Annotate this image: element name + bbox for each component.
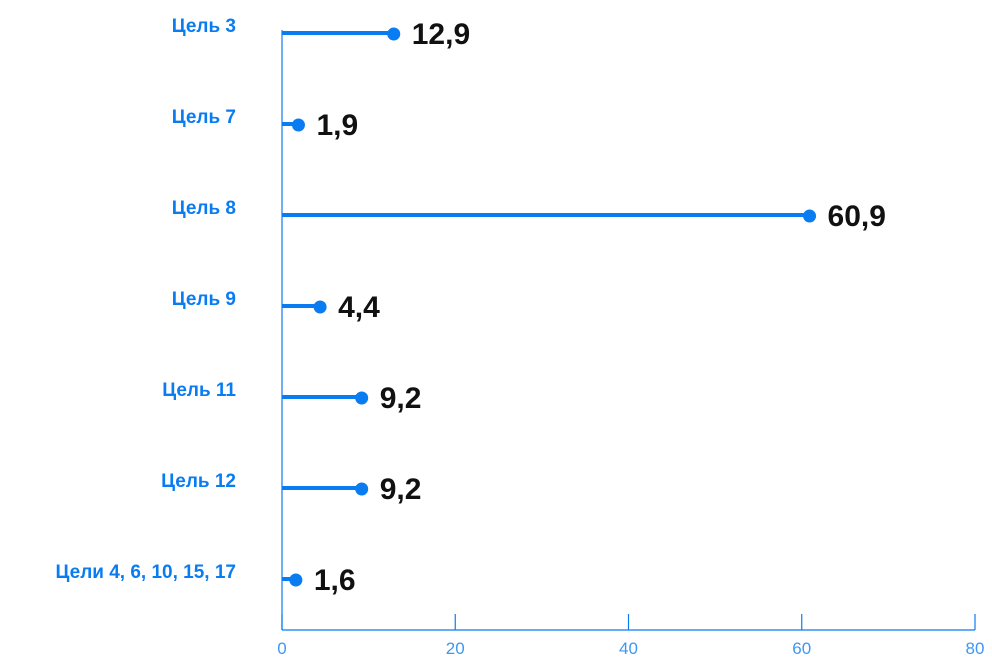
category-label: Цель 3 — [172, 16, 236, 37]
value-label: 9,2 — [380, 382, 422, 415]
x-tick-label: 20 — [446, 639, 465, 657]
value-label: 12,9 — [412, 18, 470, 51]
lollipop-dot — [289, 573, 303, 587]
x-tick-label: 60 — [792, 639, 811, 657]
lollipop-dots — [289, 27, 817, 587]
x-tick-label: 40 — [619, 639, 638, 657]
category-labels: Цель 3 Цель 7 Цель 8 Цель 9 Цель 11 Цель 12 Це… — [56, 16, 237, 583]
value-labels: 12,9 1,9 60,9 4,4 9,2 9,2 1,6 — [314, 18, 886, 597]
category-label: Цель 8 — [172, 198, 236, 219]
lollipop-dot — [803, 209, 817, 223]
lollipop-dot — [291, 118, 305, 132]
x-tick-label: 80 — [966, 639, 985, 657]
lollipop-dot — [355, 391, 369, 405]
category-label: Цель 7 — [172, 107, 236, 128]
axes: 0 20 40 60 80 — [277, 30, 984, 657]
value-label: 9,2 — [380, 473, 422, 506]
value-label: 1,6 — [314, 564, 356, 597]
category-label: Цель 9 — [172, 289, 236, 310]
lollipop-dot — [355, 482, 369, 496]
value-label: 60,9 — [828, 200, 886, 233]
lollipop-dot — [313, 300, 327, 314]
lollipop-stems — [282, 31, 810, 581]
category-label: Цели 4, 6, 10, 15, 17 — [56, 562, 236, 583]
category-label: Цель 12 — [161, 471, 236, 492]
x-tick-label: 0 — [277, 639, 286, 657]
value-label: 1,9 — [316, 109, 358, 142]
value-label: 4,4 — [338, 291, 380, 324]
category-label: Цель 11 — [162, 380, 236, 401]
lollipop-dot — [387, 27, 401, 41]
